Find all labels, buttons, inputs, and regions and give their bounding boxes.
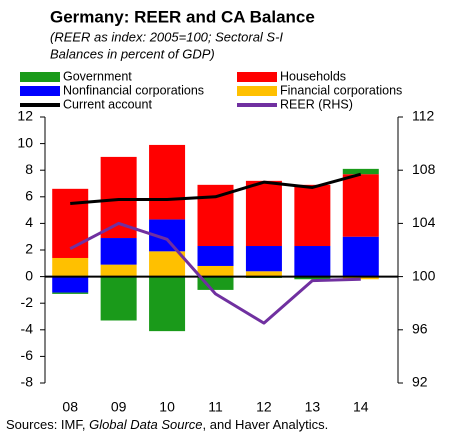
subtitle: Balances in percent of GDP) xyxy=(50,46,215,61)
bar xyxy=(197,276,234,290)
bar xyxy=(294,276,331,280)
y2-tick-label: 104 xyxy=(412,214,436,230)
legend-label: Government xyxy=(63,69,132,83)
y-tick-label: 10 xyxy=(17,134,33,150)
x-tick-label: 09 xyxy=(111,399,127,415)
legend-label: Current account xyxy=(63,97,152,111)
bar xyxy=(245,271,282,277)
line xyxy=(70,172,362,205)
legend-swatch xyxy=(237,86,277,96)
bar xyxy=(52,188,89,258)
bar xyxy=(294,184,331,247)
bar xyxy=(342,236,379,277)
bar xyxy=(245,246,282,272)
legend-swatch xyxy=(20,86,60,96)
legend-label: Households xyxy=(280,69,346,83)
legend-swatch xyxy=(237,72,277,82)
source-text: , and Haver Analytics. xyxy=(203,417,329,432)
source-text: Global Data Source xyxy=(89,417,202,432)
x-tick-label: 13 xyxy=(305,399,321,415)
y-tick-label: -2 xyxy=(21,294,34,310)
chart-title: Germany: REER and CA Balance xyxy=(50,7,315,26)
bar xyxy=(100,276,137,321)
bar xyxy=(52,292,89,294)
y-tick-label: 4 xyxy=(25,214,33,230)
bar xyxy=(100,264,137,277)
legend-label: REER (RHS) xyxy=(280,97,353,111)
y2-tick-label: 92 xyxy=(412,374,428,390)
y2-tick-label: 112 xyxy=(412,108,435,124)
bar xyxy=(245,180,282,247)
y-tick-label: 2 xyxy=(25,241,33,257)
y-tick-label: 0 xyxy=(25,267,33,283)
bar xyxy=(342,174,379,237)
bar xyxy=(342,276,379,280)
source-text: Sources: IMF, xyxy=(6,417,89,432)
y-tick-label: 6 xyxy=(25,188,33,204)
y2-tick-label: 100 xyxy=(412,267,436,283)
x-tick-label: 14 xyxy=(353,399,369,415)
bar xyxy=(149,251,186,277)
legend-swatch xyxy=(20,72,60,82)
y-tick-label: -6 xyxy=(21,347,34,363)
x-tick-label: 08 xyxy=(62,399,78,415)
y2-tick-label: 108 xyxy=(412,161,436,177)
bar xyxy=(149,276,186,332)
bar xyxy=(197,265,234,277)
subtitle: (REER as index: 2005=100; Sectoral S-I xyxy=(50,29,283,44)
bar xyxy=(197,246,234,266)
y2-tick-label: 96 xyxy=(412,321,428,337)
bar xyxy=(149,144,186,220)
bar xyxy=(52,276,89,293)
x-tick-label: 10 xyxy=(159,399,175,415)
bar xyxy=(100,238,137,265)
bar xyxy=(294,246,331,277)
y-tick-label: 8 xyxy=(25,161,33,177)
source: Sources: IMF, Global Data Source, and Ha… xyxy=(6,417,328,432)
x-tick-label: 12 xyxy=(256,399,272,415)
x-tick-label: 11 xyxy=(208,399,223,415)
legend-label: Financial corporations xyxy=(280,83,402,97)
y-tick-label: -4 xyxy=(21,321,34,337)
bar xyxy=(197,184,234,247)
y-tick-label: -8 xyxy=(21,374,34,390)
legend-label: Nonfinancial corporations xyxy=(63,83,204,97)
bar xyxy=(52,257,89,277)
bar xyxy=(100,156,137,239)
line xyxy=(69,221,361,325)
bar xyxy=(342,168,379,175)
y-tick-label: 12 xyxy=(17,108,33,124)
